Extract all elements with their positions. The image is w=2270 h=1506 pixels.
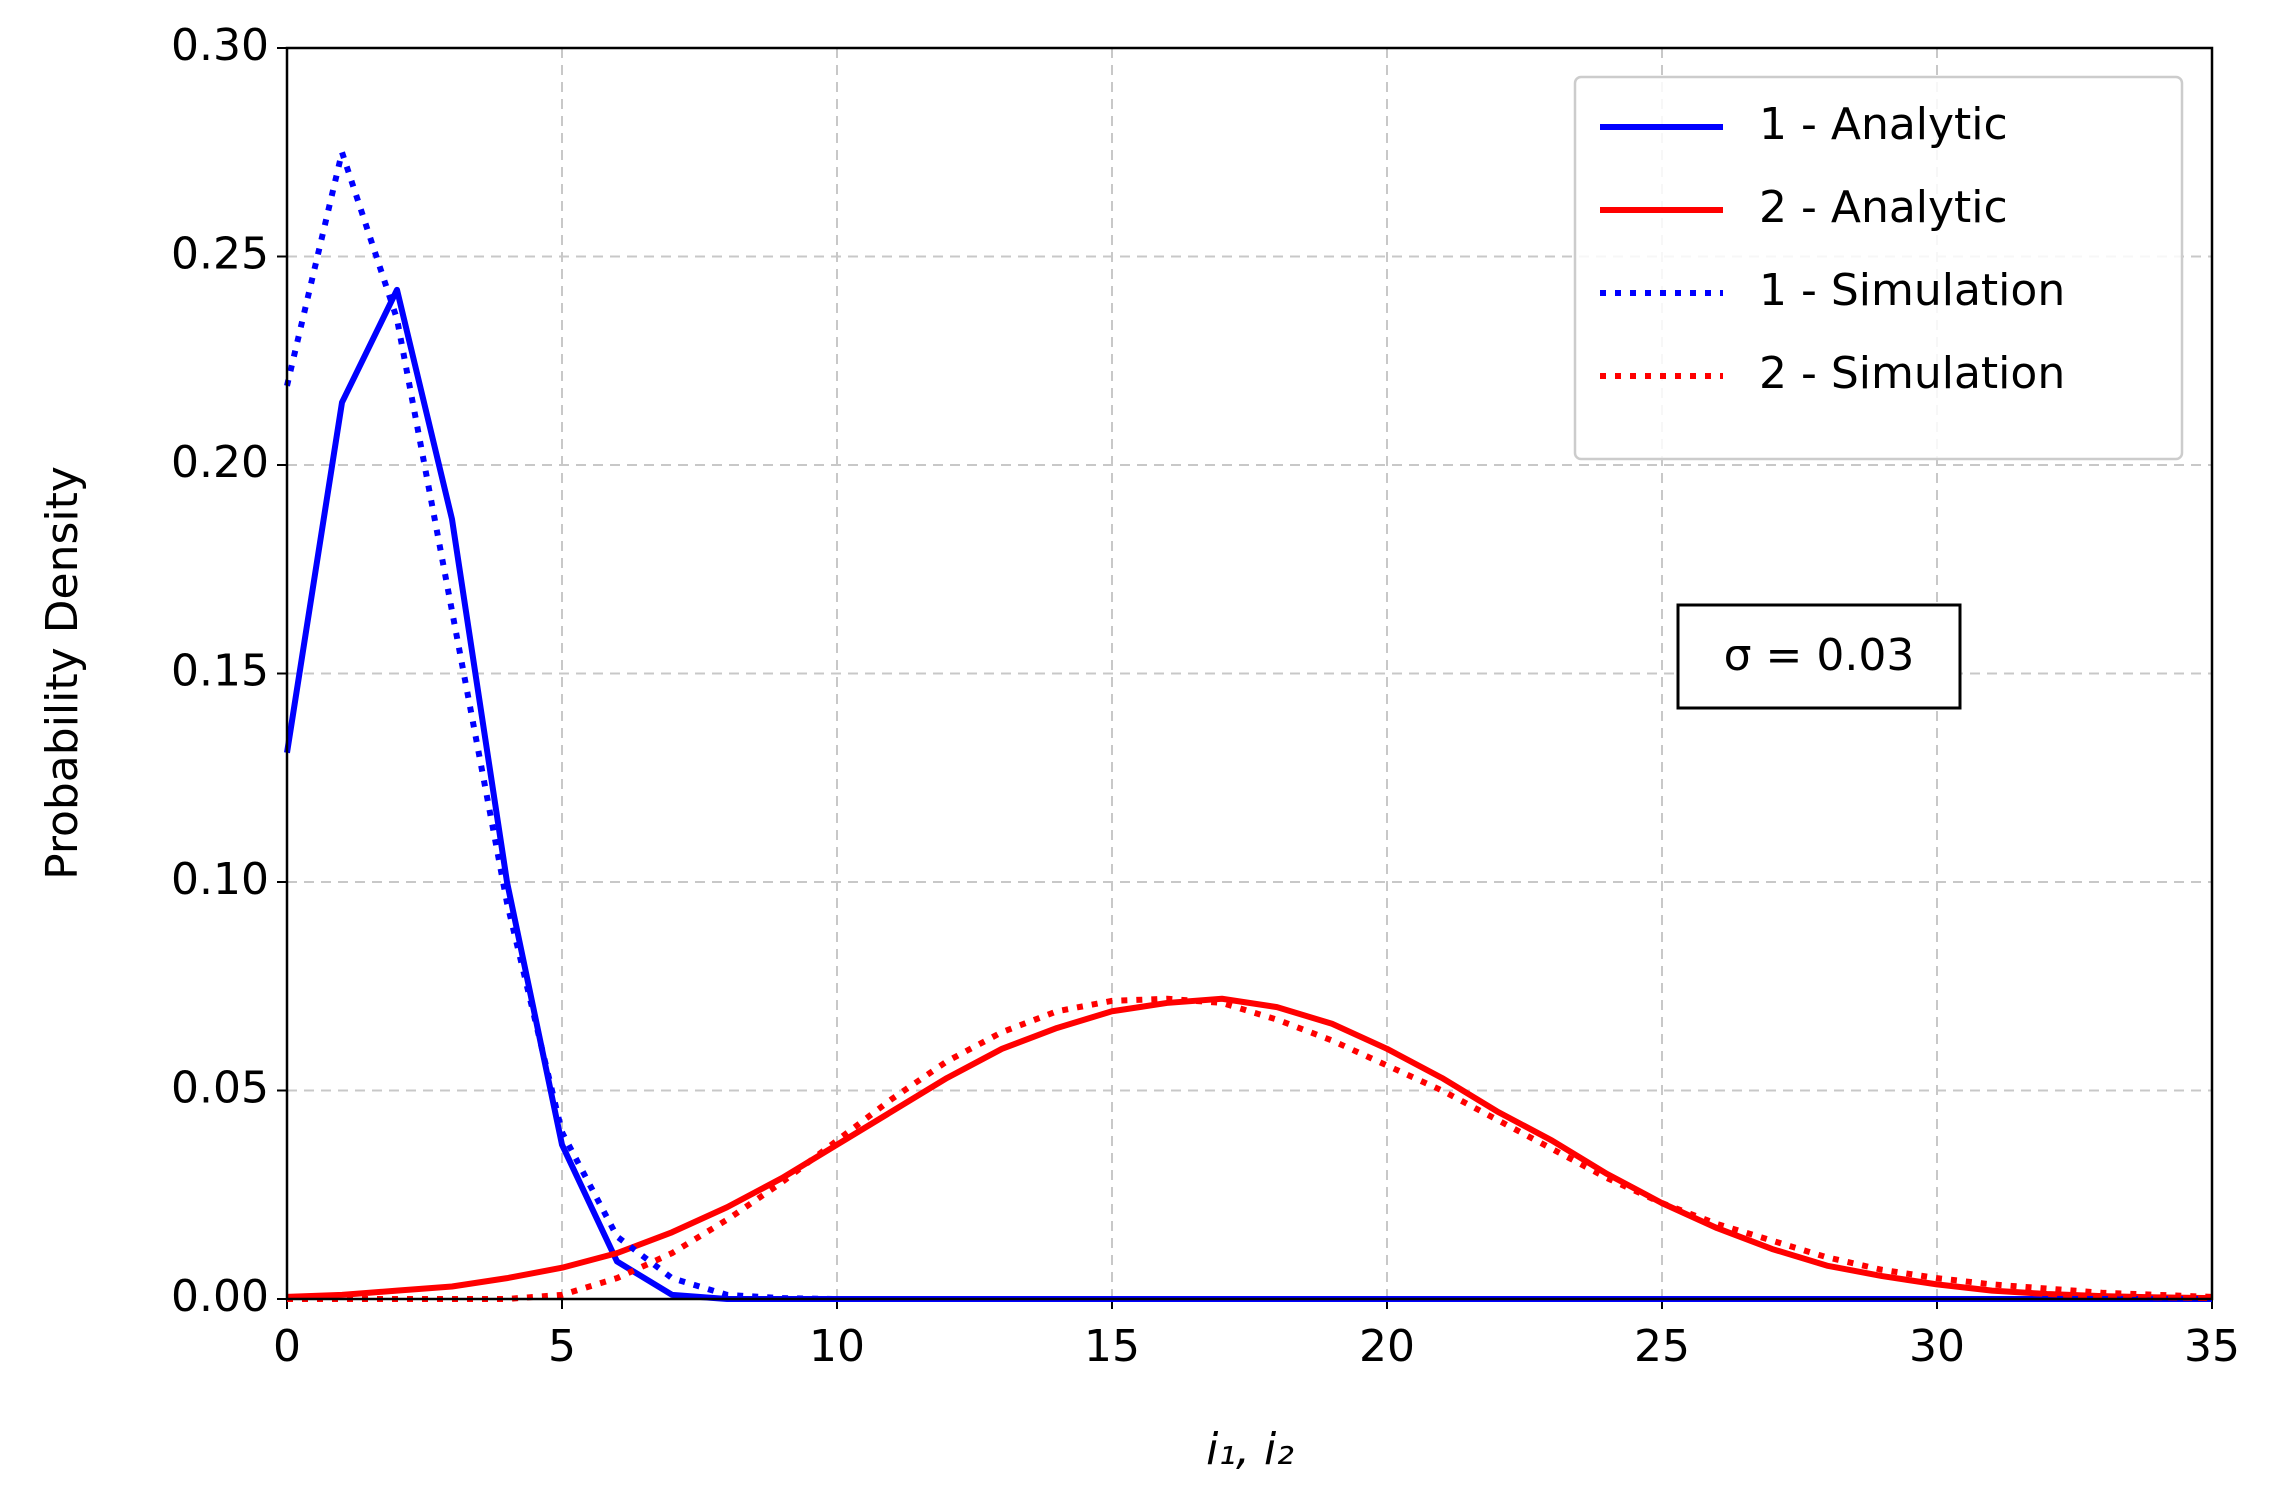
y-tick-label: 0.10 [171, 854, 269, 905]
x-tick-label: 0 [273, 1321, 301, 1372]
y-tick-label: 0.00 [171, 1271, 269, 1322]
x-tick-label: 5 [548, 1321, 576, 1372]
line-series [286, 995, 2213, 1302]
legend-box [1573, 75, 2184, 461]
y-tick-label: 0.15 [171, 646, 269, 697]
x-tick-label: 25 [1634, 1321, 1690, 1372]
x-axis-label: i₁, i₂ [1206, 1424, 1294, 1475]
legend-label: 2 - Simulation [1759, 348, 2065, 399]
x-tick-label: 20 [1359, 1321, 1415, 1372]
annotation: σ = 0.03 [1724, 630, 1915, 681]
x-tick-label: 30 [1909, 1321, 1965, 1372]
y-tick-label: 0.25 [171, 229, 269, 280]
legend-label: 2 - Analytic [1759, 182, 2008, 233]
annotation-box [1676, 603, 1962, 710]
y-tick-label: 0.20 [171, 437, 269, 488]
plot-frame [285, 46, 2214, 1301]
x-tick-label: 35 [2184, 1321, 2240, 1372]
legend-label: 1 - Analytic [1759, 99, 2008, 150]
y-axis-label: Probability Density [37, 466, 88, 880]
x-tick-label: 10 [809, 1321, 865, 1372]
y-tick-label: 0.30 [171, 20, 269, 71]
y-tick-label: 0.05 [171, 1063, 269, 1114]
x-tick-label: 15 [1084, 1321, 1140, 1372]
legend-label: 1 - Simulation [1759, 265, 2065, 316]
line-series [287, 995, 2213, 1302]
